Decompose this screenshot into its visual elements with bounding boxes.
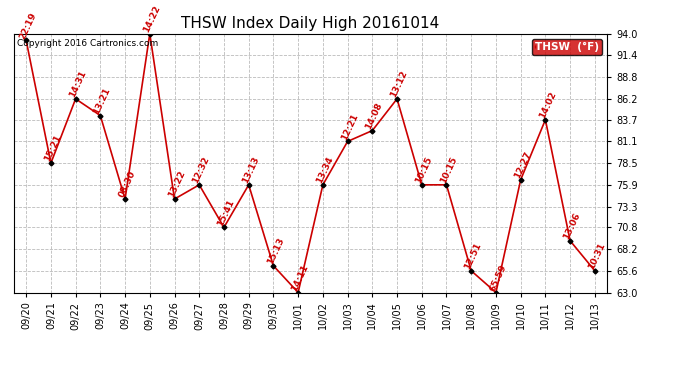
Text: 10:15: 10:15: [413, 155, 434, 185]
Text: 15:21: 15:21: [43, 134, 63, 163]
Text: 08:30: 08:30: [117, 170, 137, 199]
Text: 14:02: 14:02: [538, 90, 558, 120]
Text: 10:31: 10:31: [586, 241, 607, 271]
Text: 22:19: 22:19: [18, 10, 39, 40]
Text: 14:11: 14:11: [290, 262, 310, 292]
Text: 14:31: 14:31: [68, 69, 88, 99]
Text: 14:08: 14:08: [364, 101, 384, 130]
Text: 13:34: 13:34: [315, 155, 335, 185]
Text: 15:13: 15:13: [265, 236, 286, 266]
Text: 14:22: 14:22: [141, 4, 162, 34]
Text: 13:13: 13:13: [241, 155, 261, 185]
Text: 10:15: 10:15: [438, 155, 459, 185]
Text: 13:06: 13:06: [562, 211, 582, 241]
Text: 12:21: 12:21: [339, 112, 359, 141]
Text: 13:22: 13:22: [166, 169, 186, 199]
Text: Copyright 2016 Cartronics.com: Copyright 2016 Cartronics.com: [17, 39, 158, 48]
Text: 15:41: 15:41: [216, 198, 236, 227]
Text: 12:51: 12:51: [463, 241, 483, 271]
Text: 12:32: 12:32: [191, 155, 211, 185]
Text: 12:27: 12:27: [513, 150, 533, 180]
Text: 13:21: 13:21: [92, 86, 112, 116]
Legend: THSW  (°F): THSW (°F): [532, 39, 602, 55]
Title: THSW Index Daily High 20161014: THSW Index Daily High 20161014: [181, 16, 440, 31]
Text: 65:59: 65:59: [488, 262, 508, 292]
Text: 13:12: 13:12: [389, 69, 409, 99]
